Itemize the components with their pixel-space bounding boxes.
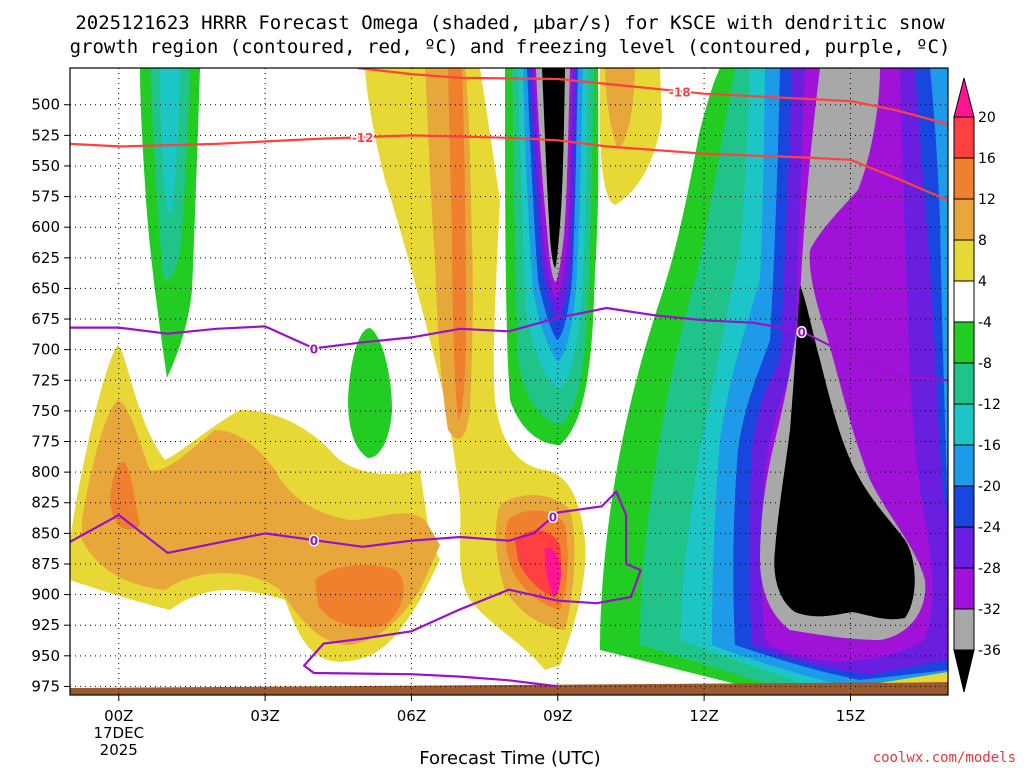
- x-tick-label: 06Z: [397, 707, 426, 725]
- x-tick-label: 00Z: [104, 707, 133, 725]
- plot-area: -12 -18 0 0 0 0: [70, 68, 948, 695]
- chart-title-line-1: 2025121623 HRRR Forecast Omega (shaded, …: [75, 12, 945, 34]
- colorbar-swatch: [953, 403, 975, 446]
- contour-label: -12: [352, 131, 374, 145]
- colorbar-swatch: [953, 608, 975, 651]
- colorbar-top-arrow: [953, 77, 975, 118]
- y-tick-label: 825: [31, 494, 60, 512]
- colorbar-label: -20: [978, 479, 1001, 495]
- colorbar-label: -16: [978, 438, 1001, 454]
- contour-line: [70, 306, 948, 382]
- plot-border: [69, 67, 949, 696]
- colorbar-swatch: [953, 485, 975, 528]
- y-tick-label: 975: [31, 677, 60, 695]
- contour-label: 0: [549, 511, 557, 525]
- omega-fill-neg-4-small-cell: [348, 328, 392, 458]
- credit-text: coolwx.com/models: [873, 750, 1016, 766]
- colorbar-label: -32: [978, 602, 1001, 618]
- y-tick-label: 525: [31, 126, 60, 144]
- contour-lines: -12 -18 0 0 0 0: [70, 68, 948, 688]
- colorbar-swatch: [953, 567, 975, 610]
- omega-fill-pos-20-09z: [544, 547, 561, 597]
- omega-fill-pos-12-mid: [315, 564, 404, 628]
- omega-fill-pos-12-left: [110, 461, 140, 530]
- y-tick-label: 950: [31, 647, 60, 665]
- colorbar-label: 8: [978, 233, 987, 249]
- colorbar-swatch: [953, 239, 975, 282]
- colorbar-swatch: [953, 198, 975, 241]
- colorbar-label: 20: [978, 110, 996, 126]
- colorbar-label: -12: [978, 397, 1001, 413]
- omega-fill-neg-36-09z: [542, 68, 565, 268]
- y-tick-label: 850: [31, 524, 60, 542]
- colorbar-swatch: [953, 526, 975, 569]
- y-tick-label: 550: [31, 157, 60, 175]
- y-tick-label: 600: [31, 218, 60, 236]
- y-tick-label: 500: [31, 96, 60, 114]
- colorbar-swatch: [953, 362, 975, 405]
- colorbar-swatch: [953, 157, 975, 200]
- contour-label: 0: [310, 534, 318, 548]
- colorbar-bottom-arrow: [953, 649, 975, 693]
- ground-yellow-sliver: [880, 672, 948, 683]
- colorbar: 20 16 12 8 4 -4 -8 -12 -16 -20 -24 -28 -32 -36: [953, 77, 1001, 693]
- colorbar-swatch: [953, 321, 975, 364]
- colorbar-label: 16: [978, 151, 996, 167]
- x-axis-label: Forecast Time (UTC): [419, 748, 600, 768]
- y-tick-label: 900: [31, 586, 60, 604]
- y-tick-label: 575: [31, 188, 60, 206]
- x-tick-label: 03Z: [250, 707, 279, 725]
- x-tick-label: 15Z: [836, 707, 865, 725]
- x-tick-date: 17DEC: [93, 724, 144, 742]
- contour-line: [70, 134, 948, 202]
- omega-fill-pos-8-center-right: [605, 68, 635, 150]
- y-tick-label: 700: [31, 341, 60, 359]
- colorbar-label: -24: [978, 520, 1001, 536]
- x-tick-label: 12Z: [689, 707, 718, 725]
- colorbar-swatch: [953, 116, 975, 159]
- contour-label: -18: [669, 85, 691, 99]
- x-tick-year: 2025: [100, 741, 138, 759]
- contour-label: 0: [797, 325, 805, 339]
- y-tick-label: 800: [31, 463, 60, 481]
- y-tick-label: 925: [31, 616, 60, 634]
- colorbar-label: -8: [978, 356, 992, 372]
- omega-fill-neg-12-upper-left: [160, 68, 180, 213]
- chart-title-line-2: growth region (contoured, red, ºC) and f…: [70, 36, 951, 58]
- contour-label: 0: [310, 342, 318, 356]
- omega-fill-pos-12-center: [448, 68, 466, 420]
- ground-surface: [70, 682, 948, 695]
- colorbar-label: -36: [978, 643, 1001, 659]
- y-tick-label: 875: [31, 555, 60, 573]
- colorbar-swatch: [953, 444, 975, 487]
- y-axis: 500 525 550 575 600 625 650 675 700 725 750 775 800 8…: [31, 96, 70, 695]
- contour-line: [357, 68, 948, 126]
- y-tick-label: 725: [31, 371, 60, 389]
- colorbar-label: 4: [978, 274, 987, 290]
- omega-fill-neg-36-right: [774, 285, 915, 620]
- x-tick-label: 09Z: [543, 707, 572, 725]
- colorbar-swatch: [953, 280, 975, 323]
- y-tick-label: 775: [31, 433, 60, 451]
- y-tick-label: 625: [31, 249, 60, 267]
- y-tick-label: 675: [31, 310, 60, 328]
- y-tick-label: 650: [31, 279, 60, 297]
- colorbar-label: 12: [978, 192, 996, 208]
- colorbar-label: -4: [978, 315, 992, 331]
- contour-line: [70, 490, 642, 688]
- colorbar-label: -28: [978, 561, 1001, 577]
- y-tick-label: 750: [31, 402, 60, 420]
